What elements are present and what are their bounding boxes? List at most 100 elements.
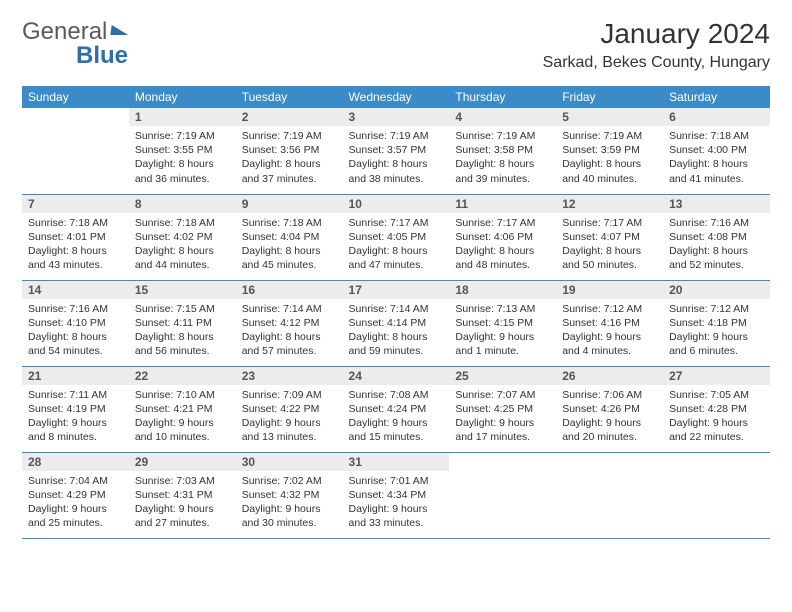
calendar-day-cell: 9Sunrise: 7:18 AMSunset: 4:04 PMDaylight… [236,194,343,280]
sunset-text: Sunset: 4:22 PM [242,402,337,416]
calendar-day-cell: 13Sunrise: 7:16 AMSunset: 4:08 PMDayligh… [663,194,770,280]
calendar-day-cell [449,452,556,538]
calendar-day-cell: 7Sunrise: 7:18 AMSunset: 4:01 PMDaylight… [22,194,129,280]
sunrise-text: Sunrise: 7:18 AM [28,216,123,230]
sunrise-text: Sunrise: 7:12 AM [562,302,657,316]
sunset-text: Sunset: 4:10 PM [28,316,123,330]
calendar-day-cell: 3Sunrise: 7:19 AMSunset: 3:57 PMDaylight… [343,108,450,194]
day-details: Sunrise: 7:12 AMSunset: 4:16 PMDaylight:… [556,299,663,365]
sunset-text: Sunset: 4:07 PM [562,230,657,244]
daylight-text: Daylight: 8 hours and 44 minutes. [135,244,230,272]
day-details: Sunrise: 7:19 AMSunset: 3:57 PMDaylight:… [343,126,450,192]
day-number: 8 [129,195,236,213]
day-details: Sunrise: 7:14 AMSunset: 4:12 PMDaylight:… [236,299,343,365]
sunrise-text: Sunrise: 7:03 AM [135,474,230,488]
daylight-text: Daylight: 9 hours and 15 minutes. [349,416,444,444]
day-number: 26 [556,367,663,385]
daylight-text: Daylight: 9 hours and 33 minutes. [349,502,444,530]
daylight-text: Daylight: 8 hours and 40 minutes. [562,157,657,185]
day-number: 4 [449,108,556,126]
day-number: 24 [343,367,450,385]
day-number: 10 [343,195,450,213]
day-details: Sunrise: 7:15 AMSunset: 4:11 PMDaylight:… [129,299,236,365]
sunrise-text: Sunrise: 7:17 AM [562,216,657,230]
day-number: 13 [663,195,770,213]
month-title: January 2024 [543,18,770,50]
day-number: 30 [236,453,343,471]
sunset-text: Sunset: 4:14 PM [349,316,444,330]
calendar-day-cell: 26Sunrise: 7:06 AMSunset: 4:26 PMDayligh… [556,366,663,452]
day-number: 22 [129,367,236,385]
day-details: Sunrise: 7:19 AMSunset: 3:56 PMDaylight:… [236,126,343,192]
sunrise-text: Sunrise: 7:19 AM [562,129,657,143]
daylight-text: Daylight: 9 hours and 6 minutes. [669,330,764,358]
day-number: 5 [556,108,663,126]
calendar-day-cell: 1Sunrise: 7:19 AMSunset: 3:55 PMDaylight… [129,108,236,194]
sunset-text: Sunset: 4:34 PM [349,488,444,502]
calendar-day-cell: 30Sunrise: 7:02 AMSunset: 4:32 PMDayligh… [236,452,343,538]
sunrise-text: Sunrise: 7:14 AM [349,302,444,316]
weekday-header: Thursday [449,86,556,108]
weekday-header: Sunday [22,86,129,108]
day-number: 28 [22,453,129,471]
day-details: Sunrise: 7:10 AMSunset: 4:21 PMDaylight:… [129,385,236,451]
day-details: Sunrise: 7:03 AMSunset: 4:31 PMDaylight:… [129,471,236,537]
daylight-text: Daylight: 8 hours and 38 minutes. [349,157,444,185]
calendar-day-cell: 16Sunrise: 7:14 AMSunset: 4:12 PMDayligh… [236,280,343,366]
weekday-header: Wednesday [343,86,450,108]
calendar-day-cell: 20Sunrise: 7:12 AMSunset: 4:18 PMDayligh… [663,280,770,366]
day-details: Sunrise: 7:13 AMSunset: 4:15 PMDaylight:… [449,299,556,365]
daylight-text: Daylight: 8 hours and 54 minutes. [28,330,123,358]
daylight-text: Daylight: 9 hours and 30 minutes. [242,502,337,530]
day-number: 9 [236,195,343,213]
daylight-text: Daylight: 8 hours and 47 minutes. [349,244,444,272]
daylight-text: Daylight: 8 hours and 48 minutes. [455,244,550,272]
daylight-text: Daylight: 9 hours and 22 minutes. [669,416,764,444]
calendar-day-cell: 18Sunrise: 7:13 AMSunset: 4:15 PMDayligh… [449,280,556,366]
calendar-day-cell: 22Sunrise: 7:10 AMSunset: 4:21 PMDayligh… [129,366,236,452]
sunset-text: Sunset: 4:06 PM [455,230,550,244]
sunset-text: Sunset: 4:12 PM [242,316,337,330]
day-number: 21 [22,367,129,385]
day-details: Sunrise: 7:18 AMSunset: 4:01 PMDaylight:… [22,213,129,279]
sunrise-text: Sunrise: 7:06 AM [562,388,657,402]
weekday-header: Saturday [663,86,770,108]
sunrise-text: Sunrise: 7:02 AM [242,474,337,488]
calendar-day-cell [663,452,770,538]
calendar-day-cell: 14Sunrise: 7:16 AMSunset: 4:10 PMDayligh… [22,280,129,366]
sunrise-text: Sunrise: 7:16 AM [669,216,764,230]
weekday-header: Friday [556,86,663,108]
calendar-day-cell [22,108,129,194]
day-number: 18 [449,281,556,299]
daylight-text: Daylight: 9 hours and 1 minute. [455,330,550,358]
calendar-day-cell: 21Sunrise: 7:11 AMSunset: 4:19 PMDayligh… [22,366,129,452]
title-block: January 2024 Sarkad, Bekes County, Hunga… [543,18,770,72]
day-details: Sunrise: 7:17 AMSunset: 4:06 PMDaylight:… [449,213,556,279]
sunrise-text: Sunrise: 7:17 AM [349,216,444,230]
day-number: 7 [22,195,129,213]
day-number: 23 [236,367,343,385]
sunset-text: Sunset: 4:31 PM [135,488,230,502]
brand-triangle-icon [111,25,130,35]
sunrise-text: Sunrise: 7:18 AM [669,129,764,143]
day-details: Sunrise: 7:04 AMSunset: 4:29 PMDaylight:… [22,471,129,537]
sunrise-text: Sunrise: 7:16 AM [28,302,123,316]
day-number: 15 [129,281,236,299]
sunrise-text: Sunrise: 7:19 AM [242,129,337,143]
sunset-text: Sunset: 3:58 PM [455,143,550,157]
day-details: Sunrise: 7:12 AMSunset: 4:18 PMDaylight:… [663,299,770,365]
sunset-text: Sunset: 4:08 PM [669,230,764,244]
calendar-day-cell: 28Sunrise: 7:04 AMSunset: 4:29 PMDayligh… [22,452,129,538]
day-details: Sunrise: 7:08 AMSunset: 4:24 PMDaylight:… [343,385,450,451]
sunrise-text: Sunrise: 7:19 AM [455,129,550,143]
sunset-text: Sunset: 3:59 PM [562,143,657,157]
day-details: Sunrise: 7:11 AMSunset: 4:19 PMDaylight:… [22,385,129,451]
day-details: Sunrise: 7:05 AMSunset: 4:28 PMDaylight:… [663,385,770,451]
day-number: 25 [449,367,556,385]
sunrise-text: Sunrise: 7:19 AM [349,129,444,143]
sunset-text: Sunset: 4:19 PM [28,402,123,416]
daylight-text: Daylight: 8 hours and 45 minutes. [242,244,337,272]
day-number: 1 [129,108,236,126]
calendar-day-cell: 15Sunrise: 7:15 AMSunset: 4:11 PMDayligh… [129,280,236,366]
day-details: Sunrise: 7:18 AMSunset: 4:02 PMDaylight:… [129,213,236,279]
